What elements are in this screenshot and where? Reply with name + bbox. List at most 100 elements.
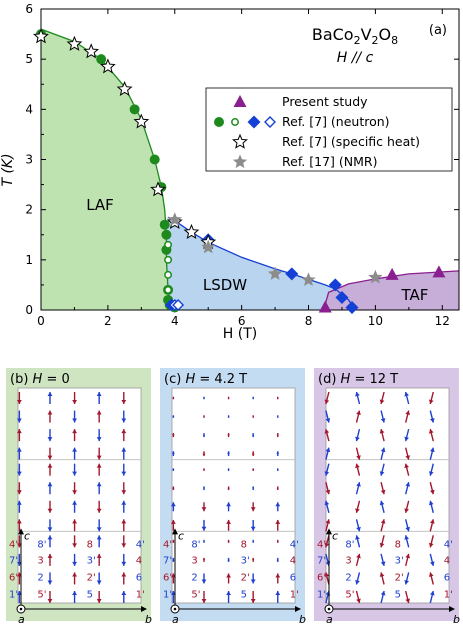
spin-arrowhead xyxy=(47,535,53,540)
site-label: 8 xyxy=(87,539,93,550)
spin-arrowhead xyxy=(202,557,206,560)
spin-arrowhead xyxy=(429,447,435,453)
spin-arrowhead xyxy=(47,482,53,487)
site-label: 3 xyxy=(191,555,197,566)
site-label: 6 xyxy=(444,572,450,583)
spin-arrowhead xyxy=(121,591,127,595)
unit-cell-box xyxy=(17,387,142,604)
spin-arrowhead xyxy=(251,557,255,560)
spin-arrowhead xyxy=(121,519,127,524)
spin-arrowhead xyxy=(404,436,409,442)
spin-arrowhead xyxy=(72,500,77,505)
site-label: 4' xyxy=(317,539,326,550)
spin-arrowhead xyxy=(96,392,102,396)
spin-arrowhead xyxy=(356,553,361,559)
y-tick-label: 5 xyxy=(25,52,33,66)
data-point xyxy=(66,35,83,51)
data-point xyxy=(328,278,342,292)
spin-arrowhead xyxy=(227,451,231,454)
spin-arrowhead xyxy=(324,542,330,548)
spin-arrowhead xyxy=(227,398,230,400)
spin-arrowhead xyxy=(96,410,102,415)
spin-arrowhead xyxy=(428,399,434,404)
site-label: 4' xyxy=(163,539,172,550)
spin-arrowhead xyxy=(121,447,127,452)
spin-arrowhead xyxy=(324,399,330,404)
legend-open-diamond-icon xyxy=(264,116,276,128)
spin-arrowhead xyxy=(121,500,127,505)
spin-arrowhead xyxy=(172,398,175,400)
axis-label-b: b xyxy=(299,613,306,626)
y-tick-label: 2 xyxy=(25,203,33,217)
spin-arrowhead xyxy=(227,559,230,562)
spin-arrowhead xyxy=(16,447,22,452)
x-tick-label: 10 xyxy=(368,314,383,328)
spin-arrowhead xyxy=(275,573,281,578)
spin-arrowhead xyxy=(172,416,175,418)
legend-entry-specific-heat: Ref. [7] (specific heat) xyxy=(282,134,420,149)
spin-arrowhead xyxy=(16,429,22,434)
spin-arrowhead xyxy=(380,418,386,423)
site-label: 2' xyxy=(87,572,96,583)
spin-arrowhead xyxy=(355,392,360,397)
site-label: 2 xyxy=(37,572,43,583)
spin-arrowhead xyxy=(355,535,360,540)
spin-arrowhead xyxy=(277,416,279,418)
site-label: 1' xyxy=(136,589,145,600)
panel-label-a: (a) xyxy=(429,23,447,38)
spin-arrowhead xyxy=(379,542,385,548)
spin-arrowhead xyxy=(380,591,386,596)
spin-arrowhead xyxy=(203,539,205,542)
axis-label-a: a xyxy=(18,613,25,626)
spin-arrowhead xyxy=(121,429,127,434)
data-point xyxy=(149,154,160,165)
site-label: 3 xyxy=(37,555,43,566)
legend-open-circle-icon xyxy=(231,118,239,126)
spin-arrowhead xyxy=(379,429,385,434)
legend-open-star-icon xyxy=(232,133,248,149)
data-point xyxy=(33,28,49,44)
site-label: 1' xyxy=(163,589,172,600)
site-label: 1' xyxy=(317,589,326,600)
legend-triangle-icon xyxy=(233,95,247,107)
site-label: 3' xyxy=(87,555,96,566)
spin-panel-d: (d) H = 12 T 4' 7' 6' 1' 8' 8 4' 3 3' 4 2 2' 6 5' 5 1' a b… xyxy=(314,368,460,626)
legend-entry-present: Present study xyxy=(282,94,368,109)
spin-arrowhead xyxy=(428,429,434,434)
spin-arrowhead xyxy=(172,433,175,436)
spin-arrowhead xyxy=(379,471,385,476)
taf-region xyxy=(323,270,459,310)
spin-arrowhead xyxy=(16,500,22,505)
spin-arrowhead xyxy=(324,572,330,577)
data-point xyxy=(164,255,173,264)
spin-arrowhead xyxy=(47,437,53,442)
site-label: 6 xyxy=(290,572,296,583)
spin-arrowhead xyxy=(250,507,256,512)
spin-arrowhead xyxy=(202,453,206,457)
spin-arrowhead xyxy=(379,399,385,404)
spin-arrowhead xyxy=(356,410,361,416)
axis-label-c: c xyxy=(24,529,30,542)
spin-arrowhead xyxy=(96,437,102,442)
spin-arrowhead xyxy=(404,508,409,513)
spin-arrowhead xyxy=(404,392,409,397)
legend-grey-star-icon xyxy=(232,154,248,169)
axis-origin-dot xyxy=(173,607,177,611)
phase-label-taf: TAF xyxy=(401,286,429,304)
b-axis-arrowhead xyxy=(295,606,301,612)
spin-arrowhead xyxy=(72,591,77,595)
site-label: 4' xyxy=(136,539,145,550)
laf-region xyxy=(41,29,172,310)
data-point xyxy=(267,266,283,280)
site-label: 4 xyxy=(136,555,142,566)
spin-arrowhead xyxy=(47,392,53,396)
unit-cell-box xyxy=(325,387,450,604)
phase-label-laf: LAF xyxy=(86,196,114,214)
legend-markers xyxy=(214,95,276,169)
y-axis-label: T (K) xyxy=(0,153,16,186)
legend-green-circle-icon xyxy=(214,117,224,127)
spin-arrowhead xyxy=(203,396,205,398)
spin-arrowhead xyxy=(226,519,231,524)
spin-arrowhead xyxy=(201,526,207,531)
spin-arrowhead xyxy=(325,519,331,524)
